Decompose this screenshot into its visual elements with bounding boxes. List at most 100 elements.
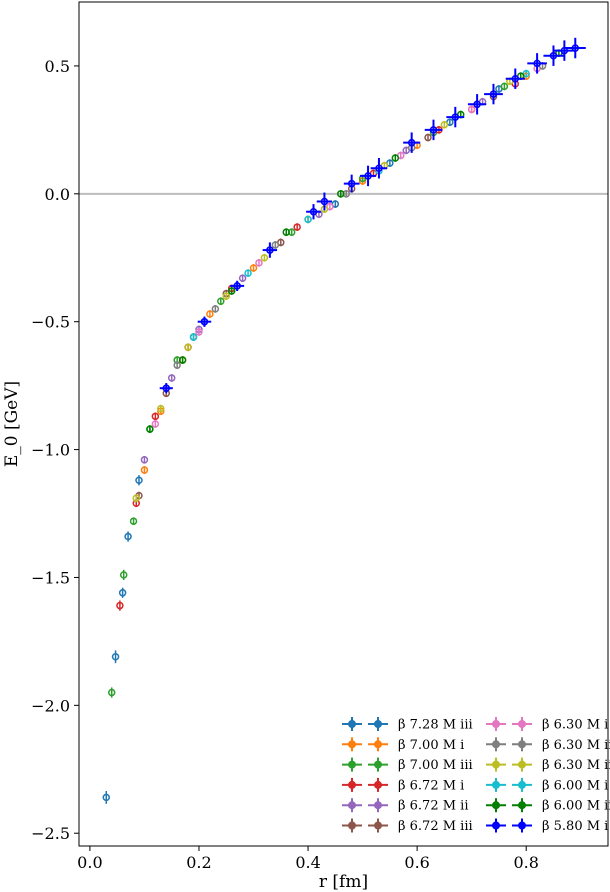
legend-item: β 6.30 M i [486, 717, 608, 733]
data-point [102, 793, 111, 802]
legend-item: β 6.72 M iii [342, 818, 473, 834]
legend-marker-dot [492, 821, 500, 830]
data-point [233, 282, 241, 290]
legend-item: β 7.00 M i [342, 737, 464, 753]
legend-label: β 6.72 M ii [398, 799, 468, 814]
data-point [271, 241, 280, 249]
legend-item: β 5.80 M i [486, 818, 608, 834]
legend-marker-dot [348, 720, 356, 728]
series-5 [135, 92, 498, 500]
data-point [429, 126, 438, 134]
data-point [451, 113, 460, 121]
data-point [195, 328, 203, 336]
legend-marker-dot [492, 720, 500, 728]
legend-item: β 6.00 M i [486, 777, 608, 793]
data-point [282, 228, 290, 236]
legend-marker-dot2 [518, 801, 526, 810]
series-11 [159, 37, 586, 394]
legend-marker-dot [492, 780, 500, 789]
legend-item: β 6.30 M iii [486, 757, 610, 773]
data-point [167, 374, 176, 382]
legend-label: β 5.80 M i [542, 819, 608, 834]
y-tick-label: −2.5 [31, 824, 70, 843]
legend-marker-dot2 [374, 760, 382, 769]
legend-marker-dot2 [518, 780, 526, 789]
data-point [364, 172, 372, 180]
data-point [206, 310, 214, 318]
data-point [140, 456, 149, 464]
y-tick-label: −1.0 [31, 441, 70, 460]
series-7 [173, 62, 547, 370]
legend-marker-dot [348, 760, 356, 769]
data-point [140, 466, 149, 474]
legend-label: β 6.30 M ii [542, 738, 610, 753]
data-point [424, 133, 432, 142]
legend-label: β 6.00 M ii [542, 799, 610, 814]
legend-marker-dot2 [518, 720, 526, 728]
data-point [391, 154, 400, 162]
series-10 [146, 49, 563, 433]
legend-marker-dot [348, 821, 356, 830]
data-point [217, 297, 225, 305]
data-point [211, 305, 220, 313]
legend-marker-dot2 [374, 780, 382, 789]
data-point [304, 215, 312, 224]
data-point [489, 90, 498, 98]
x-tick-label: 0.2 [186, 853, 211, 872]
plot-frame [78, 1, 609, 847]
legend-item: β 7.28 M iii [342, 717, 473, 733]
series-3 [116, 80, 520, 611]
data-point [320, 197, 329, 206]
data-point [249, 264, 258, 272]
data-point [200, 317, 209, 326]
legend-marker-dot2 [374, 801, 382, 810]
series-8 [132, 77, 514, 503]
data-point [162, 384, 171, 392]
legend-marker-dot2 [518, 740, 526, 749]
data-point [227, 287, 236, 295]
data-point [255, 259, 263, 267]
data-point [238, 274, 247, 282]
data-point [549, 51, 558, 60]
y-tick-label: 0.5 [45, 57, 70, 76]
data-point [178, 356, 187, 364]
legend-item: β 6.72 M i [342, 777, 464, 793]
data-point [293, 223, 301, 231]
data-point [157, 404, 165, 413]
x-axis-label: r [fm] [319, 872, 368, 892]
series-4 [140, 97, 487, 464]
data-point [337, 190, 345, 198]
data-point [119, 571, 128, 579]
y-tick-label: −2.0 [31, 696, 70, 715]
legend-item: β 7.00 M iii [342, 757, 473, 773]
data-point [260, 254, 269, 262]
data-point [118, 589, 127, 597]
data-point [184, 343, 192, 352]
data-point [533, 59, 541, 68]
data-point [375, 164, 383, 172]
legend-label: β 6.72 M iii [398, 819, 473, 834]
series-1 [140, 72, 530, 474]
series-9 [189, 69, 530, 341]
data-point [151, 412, 160, 421]
data-point [500, 82, 509, 91]
y-tick-label: 0.0 [45, 185, 70, 204]
y-tick-label: −0.5 [31, 313, 70, 332]
data-point [440, 121, 449, 129]
data-point [560, 46, 569, 55]
x-tick-label: 0.8 [513, 853, 538, 872]
x-tick-label: 0.0 [77, 853, 102, 872]
ticks-layer: 0.0 0.2 0.4 0.6 0.8 0.5 0.0 −0.5 −1.0 −1.5 −2.0 −2.… [31, 57, 539, 872]
x-tick-label: 0.6 [404, 853, 429, 872]
legend-marker-dot2 [374, 720, 382, 728]
legend-marker-dot2 [374, 740, 382, 749]
data-point [129, 517, 138, 525]
data-point [222, 292, 230, 300]
data-point [407, 138, 416, 147]
data-point [266, 246, 274, 254]
legend-label: β 7.00 M iii [398, 758, 473, 773]
legend-label: β 7.28 M iii [398, 718, 473, 733]
data-point [132, 494, 141, 502]
data-point [189, 333, 198, 341]
data-point [309, 207, 318, 216]
